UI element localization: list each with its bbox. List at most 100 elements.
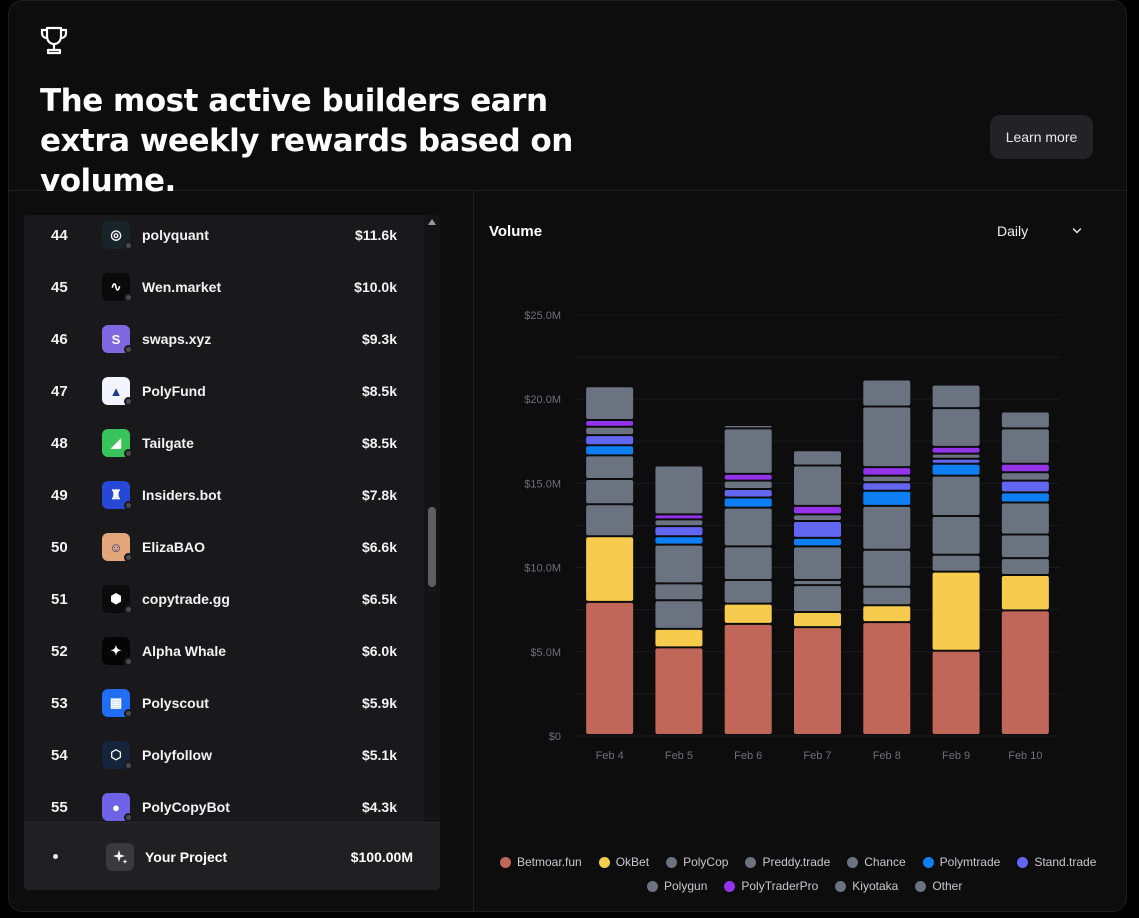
period-select[interactable]: Daily (985, 218, 1095, 244)
bar-segment-polytraderpro (863, 468, 911, 475)
bar-segment-other (932, 385, 980, 408)
bar-segment-kiyotaka (1001, 429, 1049, 463)
legend-swatch (835, 880, 847, 892)
bar-segment-kiyotaka (724, 429, 772, 473)
your-project-row: Your Project $100.00M (24, 822, 440, 890)
legend-item[interactable]: OkBet (598, 855, 649, 869)
y-tick-label: $20.0M (524, 394, 561, 406)
bar-segment-betmoar-fun (863, 623, 911, 734)
project-name: Polyscout (142, 695, 209, 711)
bar-segment-polymtrade (586, 446, 634, 455)
leaderboard-row[interactable]: 53 ▦ Polyscout $5.9k (24, 677, 424, 729)
bar-segment-other (586, 387, 634, 419)
bar-segment-polycop (932, 555, 980, 571)
scroll-thumb[interactable] (428, 507, 436, 587)
bar-segment-betmoar-fun (794, 628, 841, 734)
legend-item[interactable]: Chance (847, 855, 906, 869)
bar-segment-polymtrade (724, 498, 772, 507)
x-tick-label: Feb 9 (942, 750, 970, 762)
bar-segment-stand-trade (863, 483, 911, 490)
leaderboard-row[interactable]: 52 ✦ Alpha Whale $6.0k (24, 625, 424, 677)
leaderboard-row[interactable]: 54 ⬡ Polyfollow $5.1k (24, 729, 424, 781)
legend-swatch (666, 856, 678, 868)
rank-number: 44 (51, 226, 68, 244)
bar-segment-polymtrade (1001, 493, 1049, 502)
leaderboard-row[interactable]: 50 ☺ ElizaBAO $6.6k (24, 521, 424, 573)
bar-segment-stand-trade (794, 522, 841, 537)
leaderboard-row[interactable]: 45 ∿ Wen.market $10.0k (24, 261, 424, 313)
bar-segment-betmoar-fun (724, 624, 772, 734)
bar-segment-polycop (1001, 559, 1049, 574)
x-tick-label: Feb 8 (873, 750, 901, 762)
legend-item[interactable]: Stand.trade (1017, 855, 1096, 869)
bar-segment-other (724, 426, 772, 428)
bar-segment-polygun (932, 454, 980, 458)
bar-segment-other (1001, 412, 1049, 428)
your-project-value: $100.00M (350, 849, 413, 865)
legend-item[interactable]: Preddy.trade (745, 855, 830, 869)
bar-segment-stand-trade (586, 436, 634, 445)
legend-item[interactable]: Betmoar.fun (500, 855, 582, 869)
bar-segment-chance (724, 508, 772, 546)
y-tick-label: $0 (549, 731, 561, 743)
legend-item[interactable]: Other (915, 879, 962, 893)
leaderboard-row[interactable]: 44 ◎ polyquant $11.6k (24, 215, 424, 261)
rank-number: 53 (51, 694, 68, 712)
project-volume: $5.1k (361, 747, 397, 763)
leaderboard-row[interactable]: 51 ⬢ copytrade.gg $6.5k (24, 573, 424, 625)
learn-more-button[interactable]: Learn more (990, 115, 1093, 159)
bar-segment-stand-trade (1001, 481, 1049, 492)
bar-segment-polytraderpro (724, 474, 772, 480)
project-name: Alpha Whale (142, 643, 227, 659)
y-tick-label: $10.0M (524, 563, 561, 575)
bar-segment-polycop (863, 587, 911, 605)
bar-segment-chance (932, 476, 980, 515)
y-tick-label: $5.0M (530, 647, 561, 659)
status-dot (124, 813, 133, 822)
leaderboard-row[interactable]: 48 ◢ Tailgate $8.5k (24, 417, 424, 469)
bar-segment-okbet (1001, 575, 1049, 610)
project-volume: $8.5k (361, 383, 397, 399)
leaderboard-row[interactable]: 49 ♜ Insiders.bot $7.8k (24, 469, 424, 521)
legend-item[interactable]: Polymtrade (922, 855, 1000, 869)
rank-number: 52 (51, 642, 68, 660)
bar-segment-betmoar-fun (586, 602, 634, 734)
legend-swatch (745, 856, 757, 868)
x-tick-label: Feb 4 (596, 750, 624, 762)
leaderboard-row[interactable]: 55 ● PolyCopyBot $4.3k (24, 781, 424, 822)
legend-label: Betmoar.fun (517, 855, 582, 869)
legend-label: Other (932, 879, 963, 893)
leaderboard-scrollbar[interactable] (424, 215, 440, 822)
project-volume: $4.3k (361, 799, 397, 815)
rank-number: 46 (51, 330, 68, 348)
bar-segment-polygun (724, 481, 772, 489)
legend-item[interactable]: Polygun (647, 879, 707, 893)
rank-number: 55 (51, 798, 68, 816)
legend-item[interactable]: PolyTraderPro (724, 879, 818, 893)
bar-segment-polytraderpro (794, 506, 841, 514)
legend-item[interactable]: PolyCop (666, 855, 728, 869)
bar-segment-polymtrade (655, 537, 703, 544)
status-dot (124, 345, 133, 354)
trophy-icon (40, 26, 68, 55)
project-name: ElizaBAO (142, 539, 206, 555)
status-dot (124, 449, 133, 458)
project-name: Wen.market (142, 279, 222, 295)
legend-item[interactable]: Kiyotaka (835, 879, 898, 893)
project-name: polyquant (142, 227, 209, 243)
leaderboard-row[interactable]: 47 ▲ PolyFund $8.5k (24, 365, 424, 417)
project-name: PolyCopyBot (142, 799, 230, 815)
legend-label: Stand.trade (1034, 855, 1097, 869)
scroll-up-arrow-icon[interactable] (428, 219, 436, 225)
bar-segment-preddy-trade (794, 581, 841, 585)
panel-divider (473, 191, 474, 911)
leaderboard-list[interactable]: 44 ◎ polyquant $11.6k 45 ∿ Wen.market $10.0k 46 S… (24, 215, 424, 822)
bar-segment-chance (1001, 503, 1049, 534)
project-volume: $5.9k (361, 695, 397, 711)
y-tick-label: $15.0M (524, 478, 561, 490)
bar-segment-kiyotaka (863, 407, 911, 467)
rank-number: 50 (51, 538, 68, 556)
status-dot (124, 761, 133, 770)
bar-segment-okbet (794, 613, 841, 627)
